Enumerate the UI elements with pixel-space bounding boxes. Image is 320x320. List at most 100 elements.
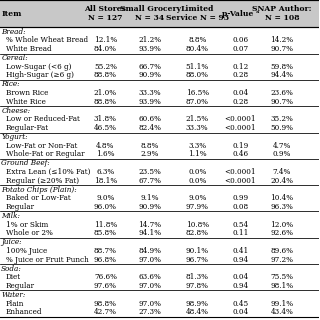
Text: Low-Fat or Non-Fat: Low-Fat or Non-Fat: [6, 142, 77, 150]
Text: Whole-Fat or Regular: Whole-Fat or Regular: [6, 150, 84, 158]
Text: 18.1%: 18.1%: [94, 177, 117, 185]
Bar: [0, 229, 319, 238]
Text: Rice:: Rice:: [1, 80, 20, 88]
Text: 82.4%: 82.4%: [139, 124, 162, 132]
Text: 4.7%: 4.7%: [273, 142, 291, 150]
Text: Limited
Service N = 93: Limited Service N = 93: [166, 5, 229, 22]
Text: 88.8%: 88.8%: [94, 98, 117, 106]
Bar: [0, 238, 319, 247]
Text: 11.8%: 11.8%: [94, 221, 117, 229]
Text: 80.4%: 80.4%: [186, 45, 209, 53]
Text: 87.0%: 87.0%: [186, 98, 209, 106]
Text: 16.5%: 16.5%: [186, 89, 209, 97]
Text: 10.8%: 10.8%: [186, 221, 209, 229]
Text: 1% or Skim: 1% or Skim: [6, 221, 48, 229]
Text: 4.8%: 4.8%: [96, 142, 115, 150]
Text: 43.4%: 43.4%: [270, 308, 293, 316]
Text: 0.04: 0.04: [232, 89, 248, 97]
Bar: [0, 115, 319, 124]
Text: 8.8%: 8.8%: [188, 36, 206, 44]
Text: Juice:: Juice:: [1, 238, 22, 246]
Text: 0.41: 0.41: [232, 247, 248, 255]
Text: 12.1%: 12.1%: [94, 36, 117, 44]
Text: 100% Juice: 100% Juice: [6, 247, 47, 255]
Text: Diet: Diet: [6, 273, 21, 281]
Text: Low-Sugar (<6 g): Low-Sugar (<6 g): [6, 63, 71, 71]
Text: 1.1%: 1.1%: [188, 150, 206, 158]
Text: 2.9%: 2.9%: [141, 150, 159, 158]
Text: 23.5%: 23.5%: [139, 168, 162, 176]
Text: 35.2%: 35.2%: [270, 115, 293, 123]
Text: 98.9%: 98.9%: [186, 300, 209, 308]
Text: 81.3%: 81.3%: [186, 273, 209, 281]
Text: Soda:: Soda:: [1, 265, 22, 273]
Text: 8.8%: 8.8%: [141, 142, 159, 150]
Text: 84.0%: 84.0%: [94, 45, 117, 53]
Text: 97.0%: 97.0%: [139, 282, 162, 290]
Text: 88.0%: 88.0%: [186, 71, 209, 79]
Text: 0.0%: 0.0%: [188, 177, 206, 185]
Bar: [0, 176, 319, 185]
Text: Milk:: Milk:: [1, 212, 20, 220]
Text: p-Value ᵃ: p-Value ᵃ: [221, 10, 259, 18]
Text: Extra Lean (≤10% Fat): Extra Lean (≤10% Fat): [6, 168, 90, 176]
Bar: [0, 299, 319, 308]
Text: 67.7%: 67.7%: [139, 177, 162, 185]
Text: <0.0001: <0.0001: [225, 177, 256, 185]
Text: 89.6%: 89.6%: [270, 247, 293, 255]
Text: White Bread: White Bread: [6, 45, 52, 53]
Text: Small Grocery
N = 34: Small Grocery N = 34: [120, 5, 180, 22]
Bar: [0, 45, 319, 53]
Text: 90.7%: 90.7%: [270, 45, 293, 53]
Bar: [0, 124, 319, 132]
Text: 0.08: 0.08: [232, 203, 248, 211]
Bar: [0, 141, 319, 150]
Text: 0.45: 0.45: [232, 300, 248, 308]
Text: Cheese:: Cheese:: [1, 107, 30, 115]
Text: 66.7%: 66.7%: [139, 63, 162, 71]
Text: Potato Chips (Plain):: Potato Chips (Plain):: [1, 186, 77, 194]
Text: Water:: Water:: [1, 291, 26, 299]
Text: 97.0%: 97.0%: [139, 256, 162, 264]
Text: 97.6%: 97.6%: [94, 282, 117, 290]
Text: 90.9%: 90.9%: [139, 71, 162, 79]
Text: 33.3%: 33.3%: [139, 89, 161, 97]
Text: 98.8%: 98.8%: [94, 300, 117, 308]
Text: 6.3%: 6.3%: [96, 168, 115, 176]
Text: 93.9%: 93.9%: [139, 98, 162, 106]
Text: 90.9%: 90.9%: [139, 203, 162, 211]
Text: 51.1%: 51.1%: [186, 63, 209, 71]
Text: 85.8%: 85.8%: [94, 229, 117, 237]
Text: 42.7%: 42.7%: [94, 308, 117, 316]
Text: 82.8%: 82.8%: [186, 229, 209, 237]
Text: Enhanced: Enhanced: [6, 308, 42, 316]
Bar: [0, 97, 319, 106]
Text: SNAP Author:
N = 108: SNAP Author: N = 108: [252, 5, 312, 22]
Text: 0.0%: 0.0%: [188, 168, 206, 176]
Text: 96.0%: 96.0%: [94, 203, 117, 211]
Bar: [0, 168, 319, 176]
Text: <0.0001: <0.0001: [225, 124, 256, 132]
Text: 9.0%: 9.0%: [188, 194, 206, 202]
Text: 0.94: 0.94: [232, 256, 248, 264]
Bar: [0, 132, 319, 141]
Text: 0.12: 0.12: [232, 63, 248, 71]
Text: 96.3%: 96.3%: [270, 203, 293, 211]
Text: <0.0001: <0.0001: [225, 168, 256, 176]
Text: 93.9%: 93.9%: [139, 45, 162, 53]
Bar: [0, 247, 319, 255]
Bar: [0, 106, 319, 115]
Text: 0.99: 0.99: [232, 194, 248, 202]
Bar: [0, 80, 319, 89]
Text: 0.11: 0.11: [232, 229, 249, 237]
Text: 7.4%: 7.4%: [273, 168, 291, 176]
Text: 1.6%: 1.6%: [96, 150, 115, 158]
Text: 96.7%: 96.7%: [186, 256, 209, 264]
Bar: [0, 159, 319, 168]
Text: 98.1%: 98.1%: [270, 282, 293, 290]
Bar: [0, 36, 319, 45]
Text: 9.0%: 9.0%: [96, 194, 115, 202]
Text: 76.6%: 76.6%: [94, 273, 117, 281]
Text: 0.46: 0.46: [232, 150, 248, 158]
Text: 27.3%: 27.3%: [139, 308, 162, 316]
